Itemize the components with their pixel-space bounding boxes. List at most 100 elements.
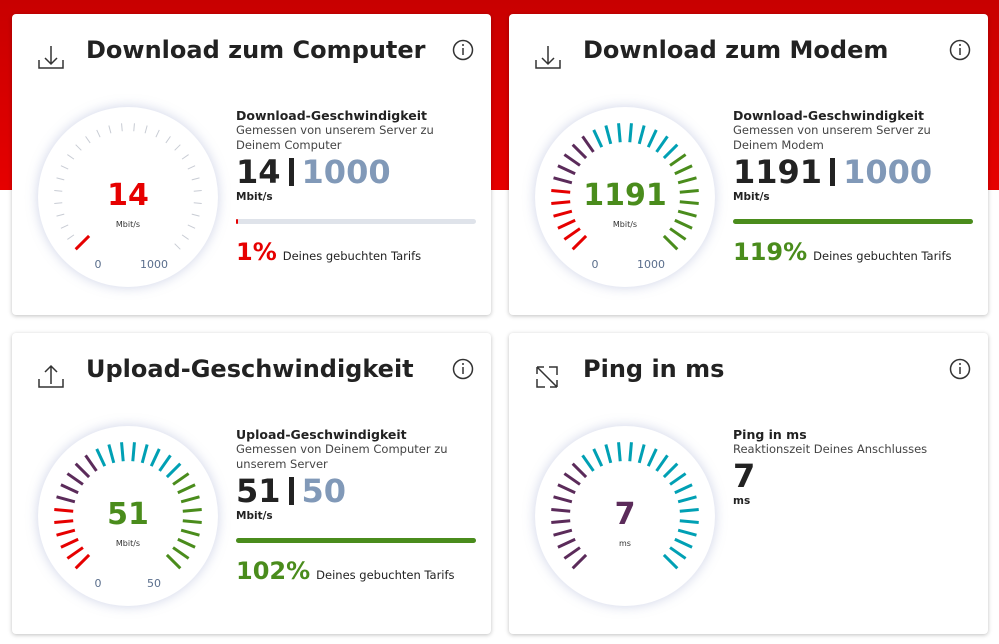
gauge-tick xyxy=(655,135,669,153)
stats-values: 14 1000 xyxy=(236,153,476,191)
separator xyxy=(288,477,294,505)
percent-caption: Deines gebuchten Tarifs xyxy=(316,568,455,582)
gauge-tick xyxy=(669,546,687,560)
tariff-value: 1000 xyxy=(843,153,933,191)
stats-heading: Ping in ms xyxy=(733,427,807,442)
gauge-value: 7 xyxy=(615,497,636,532)
card-icon xyxy=(38,46,64,69)
gauge-tick xyxy=(553,495,573,504)
gauge-tick xyxy=(74,553,91,570)
gauge-tick xyxy=(571,553,588,570)
card-title: Ping in ms xyxy=(583,355,725,383)
gauge-tick xyxy=(646,448,658,467)
gauge-tick xyxy=(182,519,202,524)
gauge-tick xyxy=(56,213,65,217)
gauge-tick xyxy=(74,234,91,251)
gauge-tick xyxy=(191,213,200,217)
separator xyxy=(830,158,836,186)
gauge-tick xyxy=(165,136,171,144)
gauge-tick xyxy=(165,462,182,479)
gauge-tick xyxy=(637,125,646,145)
gauge-tick xyxy=(617,123,622,143)
gauge-tick xyxy=(551,200,571,205)
stats-heading: Download-Geschwindigkeit xyxy=(733,108,924,123)
progress-fill xyxy=(236,219,239,224)
progress-fill xyxy=(733,219,973,224)
gauge-tick xyxy=(108,125,112,134)
gauge-tick xyxy=(581,135,595,153)
gauge-tick xyxy=(563,546,581,560)
gauge-tick xyxy=(107,444,116,464)
gauge-tick xyxy=(60,224,69,229)
info-icon[interactable] xyxy=(452,39,474,61)
percent-value: 1% xyxy=(236,238,277,266)
card: 1191 Mbit/s 0 1000 Download zum Modem Downloa… xyxy=(509,14,988,315)
gauge-tick xyxy=(177,537,196,549)
gauge-tick xyxy=(75,144,82,151)
card-graphics: 7ms xyxy=(535,358,971,606)
gauge-tick xyxy=(181,234,189,240)
gauge-tick xyxy=(655,454,669,472)
icon-tray xyxy=(38,379,64,388)
percent-caption: Deines gebuchten Tarifs xyxy=(813,249,952,263)
gauge-tick xyxy=(674,218,693,230)
gauge-tick xyxy=(571,462,588,479)
gauge-tick xyxy=(557,164,576,176)
gauge-max: 50 xyxy=(147,577,161,590)
gauge-tick xyxy=(193,190,202,192)
gauge-tick xyxy=(60,483,79,495)
measured-value: 1191 xyxy=(733,153,823,191)
gauge-tick xyxy=(617,442,622,462)
gauge-tick xyxy=(557,483,576,495)
gauge-tick xyxy=(187,224,196,229)
gauge-tick xyxy=(679,508,699,513)
icon-arrow xyxy=(44,46,58,66)
measured-value: 51 xyxy=(236,472,281,510)
gauge-tick xyxy=(662,143,679,160)
gauge-tick xyxy=(637,444,646,464)
gauge-tick xyxy=(140,444,149,464)
gauge-max: 1000 xyxy=(637,258,665,271)
icon-arrow xyxy=(44,364,58,384)
stats: Download-Geschwindigkeit Gemessen von uns… xyxy=(236,108,476,266)
gauge-unit: Mbit/s xyxy=(116,220,140,229)
icon-arrow xyxy=(541,46,555,66)
info-icon[interactable] xyxy=(949,358,971,380)
info-icon[interactable] xyxy=(452,358,474,380)
gauge-tick xyxy=(182,508,202,513)
info-circle xyxy=(452,39,474,61)
gauge-tick xyxy=(571,234,588,251)
gauge-tick xyxy=(181,154,189,160)
gauge-max: 1000 xyxy=(140,258,168,271)
stats-heading: Download-Geschwindigkeit xyxy=(236,108,427,123)
card: 7 ms Ping in ms Ping in ms Reaktionszeit Dei… xyxy=(509,333,988,634)
gauge-tick xyxy=(581,454,595,472)
gauge-tick xyxy=(54,202,63,204)
gauge-tick xyxy=(177,483,196,495)
gauge-tick xyxy=(174,243,181,250)
gauge-tick xyxy=(60,165,69,170)
gauge-ticks xyxy=(551,442,699,570)
gauge-tick xyxy=(662,553,679,570)
gauge-tick xyxy=(674,483,693,495)
info-icon[interactable] xyxy=(949,39,971,61)
gauge-value: 1191 xyxy=(583,178,667,213)
gauge-tick xyxy=(628,123,633,143)
gauge-tick xyxy=(174,144,181,151)
percent-value: 102% xyxy=(236,557,311,585)
gauge-tick xyxy=(553,209,573,218)
gauge-tick xyxy=(121,123,123,132)
gauge-tick xyxy=(120,442,125,462)
gauge-tick xyxy=(604,444,613,464)
gauge-tick xyxy=(60,537,79,549)
gauge-tick xyxy=(67,234,75,240)
measured-value: 7 xyxy=(733,457,756,495)
stats-unit: Mbit/s xyxy=(733,191,770,203)
progress-track xyxy=(236,538,476,543)
gauge-tick xyxy=(592,448,604,467)
gauge-tick xyxy=(674,164,693,176)
gauge-tick xyxy=(66,472,84,486)
